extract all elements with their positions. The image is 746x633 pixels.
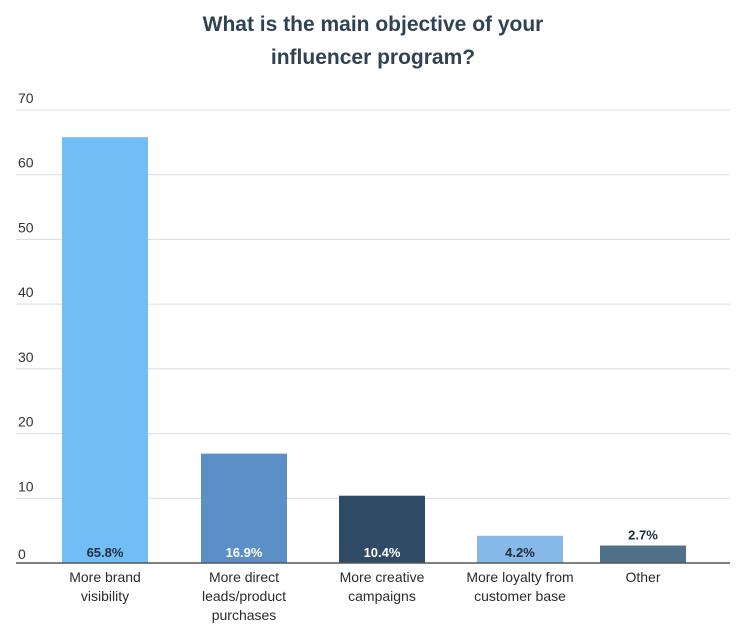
category-label-3-line-0: More loyalty from [466, 569, 573, 585]
category-label-2-line-0: More creative [340, 569, 425, 585]
bar-value-label-0: 65.8% [87, 545, 124, 560]
category-label-0-line-0: More brand [69, 569, 141, 585]
y-tick-label-30: 30 [18, 349, 34, 365]
category-label-4-line-0: Other [625, 569, 660, 585]
y-tick-label-10: 10 [18, 478, 34, 494]
category-label-3-line-1: customer base [474, 588, 566, 604]
chart-title-line-2: influencer program? [270, 46, 476, 69]
y-tick-label-70: 70 [18, 90, 34, 106]
y-tick-label-0: 0 [18, 546, 26, 562]
chart-title-line-1: What is the main objective of your [202, 13, 544, 36]
chart-title: What is the main objective of your influ… [0, 8, 746, 74]
bar-2 [339, 495, 425, 563]
bar-value-label-2: 10.4% [364, 545, 401, 560]
bar-0 [62, 137, 148, 563]
bar-3 [477, 535, 563, 563]
category-label-1-line-1: leads/product [202, 588, 286, 604]
bar-1 [201, 453, 287, 563]
y-tick-label-50: 50 [18, 219, 34, 235]
bar-value-label-4: 2.7% [628, 528, 658, 543]
y-tick-label-40: 40 [18, 284, 34, 300]
bar-value-label-3: 4.2% [505, 545, 535, 560]
category-label-0-line-1: visibility [81, 588, 129, 604]
bar-value-label-1: 16.9% [226, 545, 263, 560]
category-label-1-line-0: More direct [209, 569, 279, 585]
category-label-1-line-2: purchases [212, 607, 277, 623]
y-tick-label-20: 20 [18, 414, 34, 430]
bar-4 [600, 545, 686, 563]
category-label-2-line-1: campaigns [348, 588, 416, 604]
y-tick-label-60: 60 [18, 155, 34, 171]
